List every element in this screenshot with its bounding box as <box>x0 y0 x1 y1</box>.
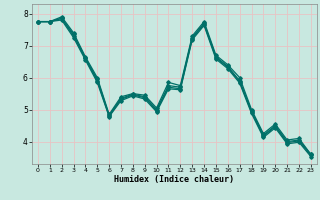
X-axis label: Humidex (Indice chaleur): Humidex (Indice chaleur) <box>115 175 234 184</box>
